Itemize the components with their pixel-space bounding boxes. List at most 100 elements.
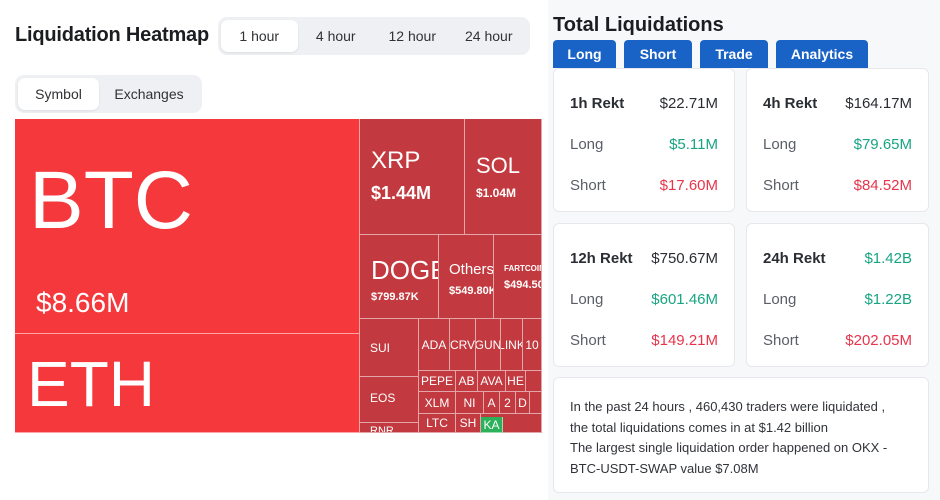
tile-symbol: HE	[507, 374, 524, 388]
rekt-card-4h: 4h Rekt $164.17M Long $79.65M Short $84.…	[746, 68, 929, 212]
tile-symbol: ADA	[421, 337, 447, 352]
tile-symbol: XRP	[371, 147, 421, 174]
tile-symbol: SH	[459, 416, 477, 430]
tile-symbol: SUI	[370, 341, 391, 355]
long-value: $1.22B	[864, 291, 912, 308]
view-option-symbol[interactable]: Symbol	[18, 78, 99, 110]
tile-misc-3[interactable]	[503, 414, 542, 433]
liquidation-summary: In the past 24 hours , 460,430 traders w…	[553, 377, 929, 493]
tile-rnr[interactable]: RNR	[360, 423, 419, 433]
summary-line: the total liquidations comes in at $1.42…	[570, 419, 828, 435]
card-label: 4h Rekt	[763, 95, 818, 112]
time-range-selector: 1 hour 4 hour 12 hour 24 hour	[218, 17, 530, 55]
tile-2[interactable]: 2	[500, 392, 516, 414]
tile-eth[interactable]: ETH	[15, 334, 360, 433]
short-value: $149.21M	[651, 332, 718, 349]
tile-a[interactable]: A	[484, 392, 500, 414]
tile-ka[interactable]: KA	[481, 417, 503, 433]
tile-symbol: Others	[449, 261, 494, 278]
tile-symbol: AB	[458, 374, 475, 388]
card-total: $750.67M	[651, 250, 718, 267]
tile-symbol: D	[518, 395, 527, 410]
tile-10[interactable]: 10	[523, 319, 542, 371]
view-selector: Symbol Exchanges	[15, 75, 202, 113]
tile-eos[interactable]: EOS	[360, 377, 419, 423]
tab-analytics[interactable]: Analytics	[776, 40, 868, 68]
tile-symbol: RNR	[370, 425, 394, 433]
tile-symbol: FARTCOIN	[504, 264, 542, 273]
card-label: 12h Rekt	[570, 250, 633, 267]
tile-symbol: CRV	[450, 337, 476, 352]
tab-trade[interactable]: Trade	[700, 40, 768, 68]
tile-btc[interactable]: BTC $8.66M	[15, 119, 360, 334]
tile-gun[interactable]: GUN	[476, 319, 501, 371]
liquidation-treemap: BTC $8.66M ETH XRP $1.44M SOL $1.04M DOG…	[15, 119, 542, 433]
short-value: $84.52M	[853, 177, 912, 194]
card-total: $1.42B	[864, 250, 912, 267]
tile-ava[interactable]: AVA	[478, 371, 506, 392]
short-label: Short	[570, 177, 606, 194]
tile-symbol: 2	[504, 395, 511, 410]
short-value: $17.60M	[659, 177, 718, 194]
time-option-12h[interactable]: 12 hour	[388, 28, 436, 44]
tile-ltc[interactable]: LTC	[419, 414, 456, 433]
heatmap-panel: Liquidation Heatmap 1 hour 4 hour 12 hou…	[15, 17, 542, 433]
long-label: Long	[763, 291, 797, 308]
tile-doge[interactable]: DOGE $799.87K	[360, 235, 439, 319]
view-option-exchanges[interactable]: Exchanges	[114, 86, 184, 102]
rekt-card-24h: 24h Rekt $1.42B Long $1.22B Short $202.0…	[746, 223, 929, 367]
tile-symbol: AVA	[480, 374, 503, 388]
short-label: Short	[570, 332, 606, 349]
heatmap-title: Liquidation Heatmap	[15, 24, 209, 46]
long-value: $601.46M	[651, 291, 718, 308]
tile-symbol: DOGE	[371, 255, 438, 285]
card-total: $164.17M	[845, 95, 912, 112]
tile-crv[interactable]: CRV	[450, 319, 476, 371]
tile-others[interactable]: Others $549.80K	[439, 235, 494, 319]
short-value: $202.05M	[845, 332, 912, 349]
tile-pepe[interactable]: PEPE	[419, 371, 456, 392]
tile-value: $799.87K	[371, 291, 419, 303]
tile-symbol: GUN	[476, 337, 501, 352]
long-label: Long	[570, 291, 604, 308]
short-label: Short	[763, 332, 799, 349]
time-option-24h[interactable]: 24 hour	[465, 28, 513, 44]
tile-ada[interactable]: ADA	[419, 319, 450, 371]
tile-fartcoin[interactable]: FARTCOIN $494.50K	[494, 235, 542, 319]
tile-sui[interactable]: SUI	[360, 319, 419, 377]
tab-long[interactable]: Long	[553, 40, 616, 68]
tile-value: $8.66M	[36, 287, 130, 318]
tile-symbol: PEPE	[420, 374, 454, 388]
time-option-1h[interactable]: 1 hour	[221, 20, 298, 52]
tile-sh[interactable]: SH	[456, 414, 481, 433]
rekt-card-12h: 12h Rekt $750.67M Long $601.46M Short $1…	[553, 223, 735, 367]
summary-line: The largest single liquidation order hap…	[570, 440, 888, 455]
total-liquidations-title: Total Liquidations	[553, 14, 724, 36]
summary-line: In the past 24 hours , 460,430 traders w…	[570, 399, 886, 414]
tile-symbol: EOS	[370, 391, 396, 405]
liquidation-tabs: Long Short Trade Analytics	[553, 40, 876, 68]
tile-symbol: A	[487, 395, 496, 410]
tab-short[interactable]: Short	[624, 40, 692, 68]
long-label: Long	[570, 136, 604, 153]
tile-xlm[interactable]: XLM	[419, 392, 456, 414]
tile-symbol: KA	[483, 417, 500, 432]
tile-sol[interactable]: SOL $1.04M	[465, 119, 542, 235]
tile-value: $549.80K	[449, 285, 494, 297]
time-option-4h[interactable]: 4 hour	[315, 28, 356, 44]
tile-misc[interactable]	[526, 371, 542, 392]
tile-misc-2[interactable]	[530, 392, 542, 414]
tile-symbol: LTC	[426, 416, 448, 430]
tile-symbol: 10	[525, 337, 539, 352]
tile-ab[interactable]: AB	[456, 371, 478, 392]
tile-he[interactable]: HE	[506, 371, 526, 392]
tile-value: $1.44M	[371, 183, 432, 203]
tile-value: $494.50K	[504, 279, 541, 291]
tile-link[interactable]: LINK	[501, 319, 523, 371]
tile-xrp[interactable]: XRP $1.44M	[360, 119, 465, 235]
tile-ni[interactable]: NI	[456, 392, 484, 414]
card-total: $22.71M	[659, 95, 718, 112]
rekt-card-1h: 1h Rekt $22.71M Long $5.11M Short $17.60…	[553, 68, 735, 212]
tile-d[interactable]: D	[516, 392, 530, 414]
tile-symbol: LINK	[501, 337, 522, 352]
